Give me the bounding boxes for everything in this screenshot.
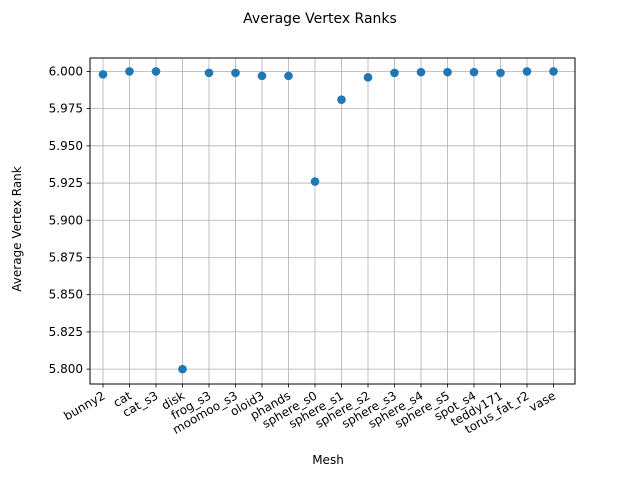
x-tick-label: vase [527, 388, 558, 414]
y-tick-label: 6.000 [49, 64, 83, 78]
data-points [98, 67, 558, 374]
x-tick-label: bunny2 [61, 388, 107, 423]
x-axis-label: Mesh [312, 453, 344, 467]
plot-frame [89, 57, 576, 385]
y-tick-label: 5.925 [49, 176, 83, 190]
y-tick-label: 5.825 [49, 325, 83, 339]
y-tick-label: 5.950 [49, 139, 83, 153]
data-point-vase [549, 67, 558, 76]
y-tick-label: 5.975 [49, 102, 83, 116]
data-point-sphere_s4 [416, 67, 426, 77]
y-tick-label: 5.875 [49, 250, 83, 264]
data-point-sphere_s2 [363, 73, 373, 82]
chart-title: Average Vertex Ranks [243, 11, 397, 27]
data-point-oloid3 [257, 71, 267, 81]
data-point-moomoo_s3 [231, 68, 240, 78]
x-axis-ticks: bunny2 catcat_s3diskfrog_s3moomoo_s3oloid… [61, 384, 558, 437]
data-point-sphere_s5 [443, 67, 452, 77]
grid-lines [90, 58, 575, 384]
data-point-sphere_s3 [390, 68, 399, 78]
data-point-teddy171 [496, 68, 505, 78]
data-point-sphere_s0 [310, 177, 320, 186]
data-point-disk [178, 364, 187, 374]
data-point-frog_s3 [204, 68, 214, 78]
data-point-bunny2 [98, 70, 108, 79]
y-tick-label: 5.800 [49, 362, 83, 376]
data-point-cat [125, 67, 134, 76]
y-tick-label: 5.900 [49, 213, 83, 227]
data-point-phands [284, 71, 293, 81]
y-axis-label: Average Vertex Rank [10, 166, 24, 292]
data-point-spot_s4 [469, 67, 479, 77]
data-point-cat_s3 [151, 67, 161, 76]
data-point-sphere_s1 [337, 95, 346, 104]
y-tick-label: 5.850 [49, 288, 83, 302]
y-axis-ticks: 5.800 5.825 5.850 5.875 5.900 5.925 5.950 5.975… [49, 64, 90, 376]
data-point-torus_fat_r2 [522, 67, 532, 76]
